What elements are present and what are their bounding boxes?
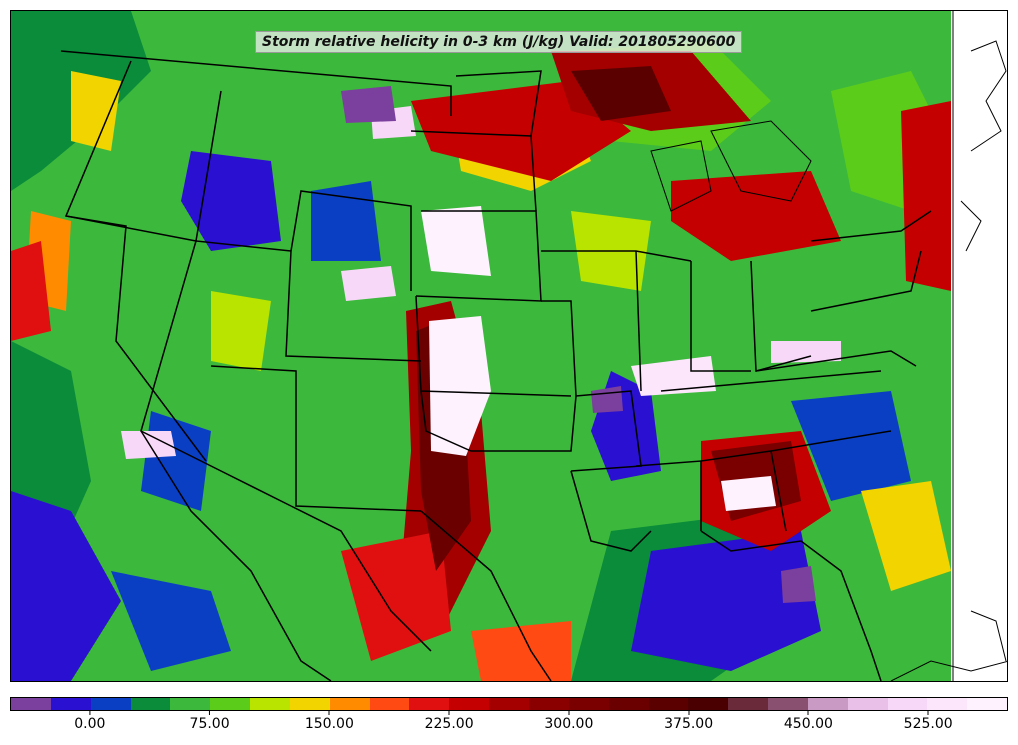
tick-mark	[89, 711, 91, 715]
colorbar-tick: 375.00	[664, 711, 713, 732]
map-panel: Storm relative helicity in 0-3 km (J/kg)…	[10, 10, 1008, 682]
colorbar-segment	[170, 698, 211, 710]
tick-mark	[807, 711, 809, 715]
tick-label: 150.00	[304, 716, 354, 732]
colorbar-segment	[887, 698, 928, 710]
colorbar-segment	[250, 698, 290, 710]
tick-mark	[568, 711, 570, 715]
colorbar-segment	[11, 698, 51, 710]
colorbar	[10, 697, 1008, 711]
colorbar-segment	[608, 698, 649, 710]
tick-mark	[209, 711, 211, 715]
colorbar-ticks: 0.00 75.00 150.00 225.00 300.00 375.00 450.00 5…	[10, 711, 1008, 741]
helicity-purple-regions	[341, 86, 816, 603]
tick-mark	[927, 711, 929, 715]
colorbar-segment	[210, 698, 251, 710]
colorbar-tick: 150.00	[305, 711, 354, 732]
helicity-blue-regions	[11, 151, 911, 681]
colorbar-segment	[50, 698, 91, 710]
tick-label: 525.00	[903, 716, 953, 732]
colorbar-segment	[130, 698, 171, 710]
colorbar-segment	[489, 698, 529, 710]
colorbar-segment	[568, 698, 609, 710]
colorbar-segment	[289, 698, 330, 710]
tick-label: 225.00	[424, 716, 474, 732]
colorbar-segment	[329, 698, 370, 710]
colorbar-tick: 0.00	[74, 711, 105, 732]
colorbar-tick: 450.00	[784, 711, 833, 732]
colorbar-segment	[728, 698, 769, 710]
state-borders	[60, 50, 932, 681]
tick-label: 75.00	[189, 716, 230, 732]
helicity-white-regions	[121, 106, 841, 511]
tick-label: 450.00	[783, 716, 833, 732]
helicity-field-map	[11, 11, 1008, 682]
colorbar-segment	[409, 698, 450, 710]
colorbar-segment	[648, 698, 689, 710]
tick-label: 300.00	[544, 716, 594, 732]
colorbar-segment	[90, 698, 131, 710]
colorbar-segment	[449, 698, 490, 710]
colorbar-tick: 525.00	[904, 711, 953, 732]
map-title: Storm relative helicity in 0-3 km (J/kg)…	[255, 31, 743, 53]
colorbar-segment	[528, 698, 569, 710]
atlantic-ocean	[953, 11, 1007, 681]
colorbar-segment	[369, 698, 410, 710]
colorbar-segment	[847, 698, 888, 710]
tick-mark	[328, 711, 330, 715]
colorbar-segment	[688, 698, 729, 710]
colorbar-segment	[768, 698, 808, 710]
map-bottom-margin	[11, 681, 1008, 682]
colorbar-segment	[927, 698, 968, 710]
coastlines	[650, 11, 1007, 681]
colorbar-segment	[807, 698, 848, 710]
tick-mark	[688, 711, 690, 715]
colorbar-segment	[967, 698, 1008, 710]
tick-label: 0.00	[74, 716, 106, 732]
colorbar-tick: 300.00	[544, 711, 593, 732]
colorbar-tick: 225.00	[425, 711, 474, 732]
tick-label: 375.00	[664, 716, 714, 732]
tick-mark	[448, 711, 450, 715]
colorbar-tick: 75.00	[190, 711, 230, 732]
